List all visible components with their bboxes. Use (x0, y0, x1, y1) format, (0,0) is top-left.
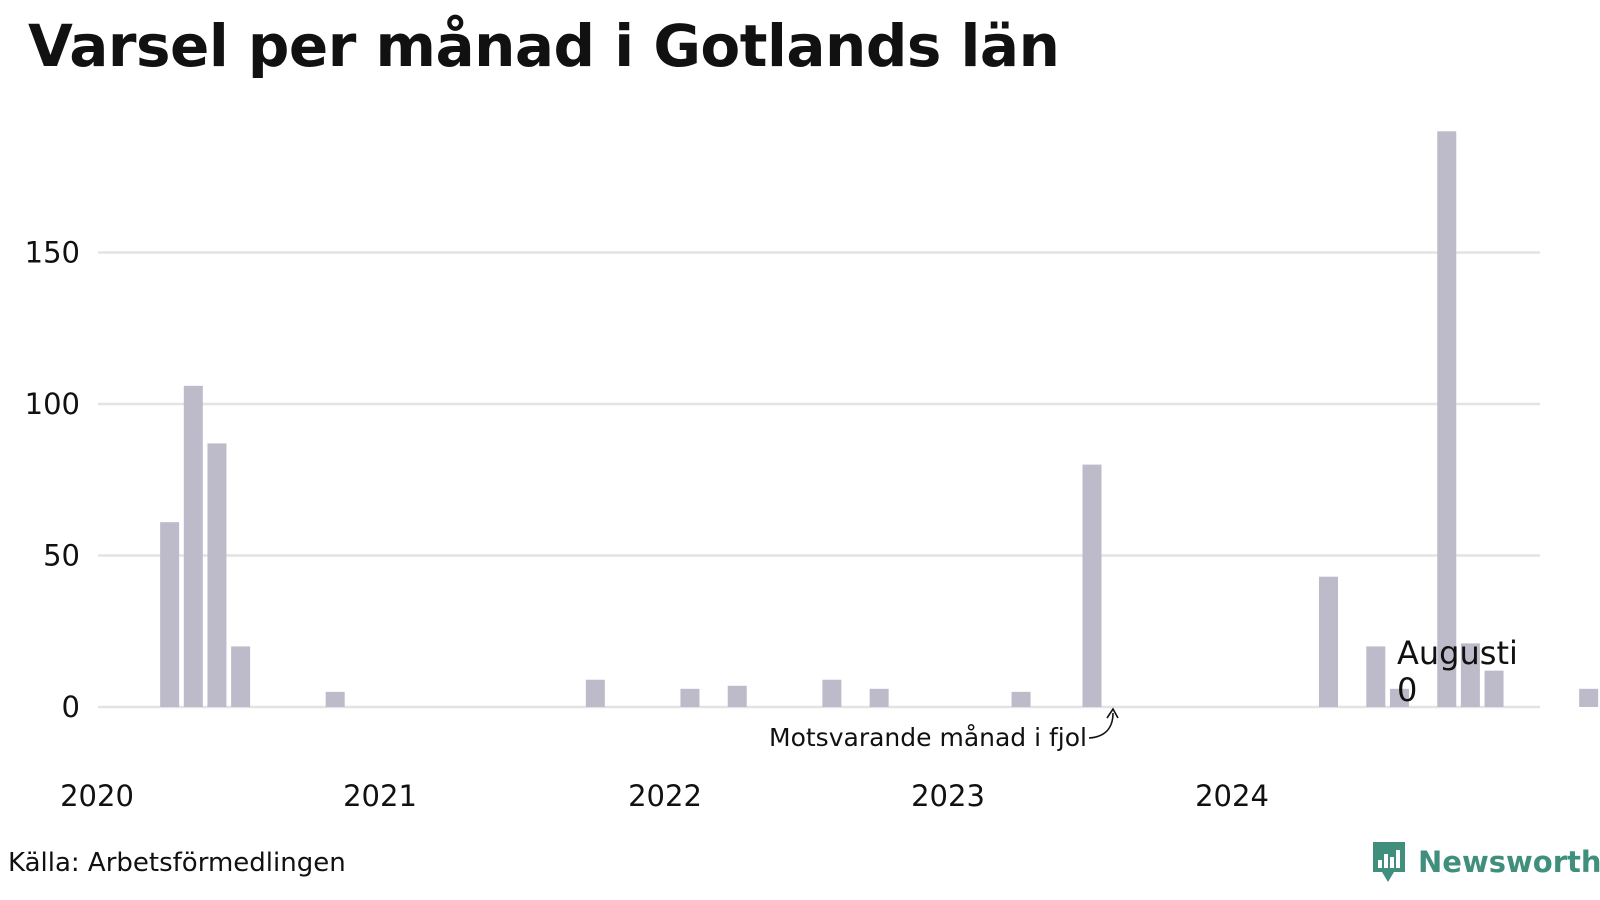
bar-2020-09 (325, 691, 345, 707)
x-tick-label: 2020 (60, 779, 134, 813)
y-tick-label: 150 (25, 236, 80, 270)
newsworthy-logo-icon (1373, 842, 1405, 882)
y-tick-label: 50 (43, 539, 80, 573)
chart-title: Varsel per månad i Gotlands län (28, 12, 1060, 80)
bar-2024-06 (1389, 688, 1409, 707)
x-tick-label: 2021 (343, 779, 417, 813)
y-axis-labels: 0 50 100 150 (25, 236, 80, 725)
y-tick-label: 100 (25, 387, 80, 421)
bar-2020-03 (183, 385, 203, 707)
bar-2023-02 (1011, 691, 1031, 707)
bar-2022-06 (822, 679, 842, 707)
previous-year-annotation: Motsvarande månad i fjol (769, 723, 1087, 752)
brand-name: Newsworthy (1418, 845, 1600, 879)
x-tick-label: 2023 (911, 779, 985, 813)
bar-undefined (1460, 643, 1480, 707)
last-month-value: 0 (1397, 671, 1417, 709)
bar-2021-08 (585, 679, 605, 707)
bar-2022-08 (869, 688, 889, 707)
bar-2024-03 (1319, 576, 1338, 707)
bar-undefined (1484, 670, 1504, 707)
bar-2021-12 (680, 688, 700, 707)
bar-2024-05 (1366, 646, 1386, 707)
source-note: Källa: Arbetsförmedlingen (8, 848, 346, 878)
bar-series (160, 131, 1599, 708)
annotation-arrow-icon (1088, 712, 1114, 739)
x-tick-label: 2022 (628, 779, 702, 813)
bar-2020-02 (160, 522, 180, 707)
bar-2022-02 (727, 685, 747, 707)
y-tick-label: 0 (62, 690, 80, 724)
bar-undefined (1579, 688, 1599, 707)
bar-2020-04 (207, 443, 227, 707)
arrowhead-icon (1106, 707, 1119, 719)
brand-logo: Newsworthy (1370, 840, 1600, 884)
bar-2020-05 (231, 646, 251, 707)
x-axis-labels: 2020 2021 2022 2023 2024 (60, 779, 1269, 813)
last-month-label: Augusti (1397, 634, 1518, 672)
bar-2024-08 (1437, 131, 1457, 708)
x-tick-label: 2024 (1195, 779, 1269, 813)
bar-2023-05 (1082, 464, 1102, 707)
